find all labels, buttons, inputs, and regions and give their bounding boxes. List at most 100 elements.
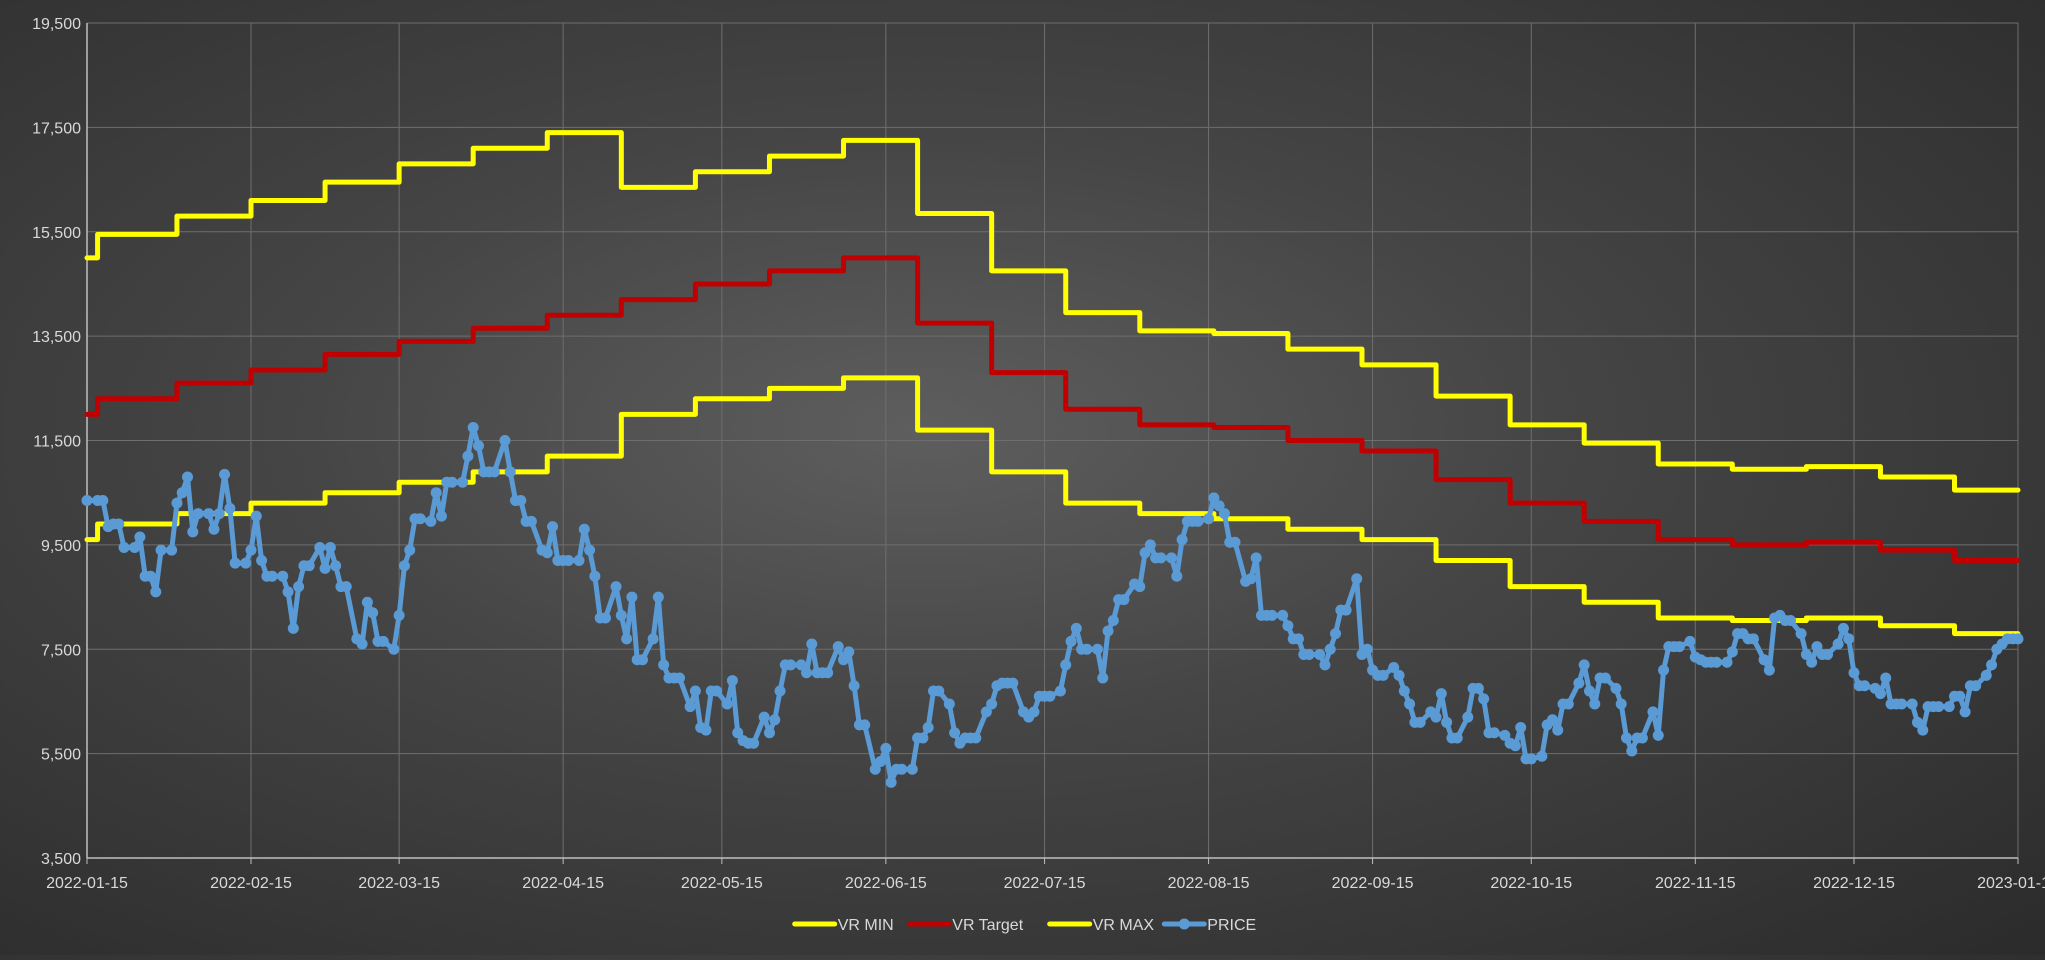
- price-point: [134, 531, 146, 543]
- price-point: [980, 706, 992, 718]
- price-point: [1303, 648, 1315, 660]
- x-tick-label: 2022-02-15: [210, 875, 292, 892]
- series-markers-price: [81, 421, 2024, 788]
- price-point: [832, 641, 844, 653]
- price-point: [1293, 633, 1305, 645]
- price-point: [848, 680, 860, 692]
- price-point: [462, 450, 474, 462]
- price-point: [277, 570, 289, 582]
- price-point: [203, 508, 215, 520]
- price-point: [1171, 570, 1183, 582]
- y-tick-label: 17,500: [32, 120, 81, 137]
- price-point: [1176, 534, 1188, 546]
- price-point: [885, 776, 897, 788]
- price-point: [774, 685, 786, 697]
- legend-item-vr-max: VR MAX: [1047, 917, 1154, 934]
- series-line-vr-target: [84, 255, 2021, 564]
- price-point: [1065, 635, 1077, 647]
- legend-item-price: PRICE: [1161, 917, 1256, 934]
- series-group: [81, 130, 2024, 788]
- price-point: [81, 495, 93, 507]
- price-point: [1911, 716, 1923, 728]
- price-point: [97, 495, 109, 507]
- price-point: [880, 742, 892, 754]
- price-point: [1218, 508, 1230, 520]
- price-point: [303, 560, 315, 572]
- price-point: [1229, 536, 1241, 548]
- price-point: [229, 557, 241, 569]
- price-point: [340, 581, 352, 593]
- price-point: [636, 654, 648, 666]
- price-point: [1615, 698, 1627, 710]
- price-point: [1621, 732, 1633, 744]
- price-point: [515, 495, 527, 507]
- legend: VR MIN VR Target VR MAX PRICE: [792, 917, 1256, 934]
- price-point: [573, 555, 585, 567]
- x-tick-label: 2022-11-15: [1655, 875, 1736, 892]
- price-point: [1472, 682, 1484, 694]
- price-point: [763, 727, 775, 739]
- price-point: [118, 541, 130, 553]
- price-point: [1091, 643, 1103, 655]
- price-point: [1610, 682, 1622, 694]
- price-point: [875, 755, 887, 767]
- price-point: [1859, 680, 1871, 692]
- gridlines: [86, 22, 2019, 859]
- price-point: [1208, 492, 1220, 504]
- price-point: [213, 508, 225, 520]
- price-point: [1573, 677, 1585, 689]
- price-point: [748, 737, 760, 749]
- price-point: [1070, 622, 1082, 634]
- price-point: [155, 544, 167, 556]
- price-point: [367, 607, 379, 619]
- price-point: [282, 586, 294, 598]
- price-point: [1785, 615, 1797, 627]
- y-tick-label: 7,500: [41, 642, 81, 659]
- price-point: [986, 698, 998, 710]
- price-point: [1107, 615, 1119, 627]
- price-point: [917, 732, 929, 744]
- price-point: [467, 421, 479, 433]
- price-point: [1499, 729, 1511, 741]
- series-line-price: [84, 424, 2021, 785]
- price-point: [1166, 552, 1178, 564]
- price-point: [943, 698, 955, 710]
- price-point: [398, 560, 410, 572]
- price-point: [822, 667, 834, 679]
- price-point: [171, 497, 183, 509]
- legend-marker: [1178, 918, 1190, 930]
- price-point: [250, 510, 262, 522]
- price-point: [425, 515, 437, 527]
- price-point: [1636, 732, 1648, 744]
- price-point: [1806, 656, 1818, 668]
- y-tick-label: 19,500: [32, 16, 81, 33]
- price-point: [219, 468, 231, 480]
- price-point: [319, 562, 331, 574]
- price-point: [1848, 667, 1860, 679]
- price-point: [1906, 698, 1918, 710]
- price-point: [1986, 659, 1998, 671]
- price-point: [785, 659, 797, 671]
- price-point: [658, 659, 670, 671]
- price-point: [896, 763, 908, 775]
- price-point: [732, 727, 744, 739]
- price-point: [1404, 698, 1416, 710]
- price-point: [430, 487, 442, 499]
- price-point: [414, 513, 426, 525]
- price-point: [843, 646, 855, 658]
- price-point: [806, 638, 818, 650]
- price-point: [377, 635, 389, 647]
- price-point: [446, 476, 458, 488]
- price-point: [1747, 633, 1759, 645]
- price-point: [1060, 659, 1072, 671]
- price-point: [726, 675, 738, 687]
- price-point: [1652, 729, 1664, 741]
- axes: 3,500 5,500 7,500 9,500 11,500 13,500 15,500 17…: [32, 16, 2045, 892]
- series-line-vr-min: [84, 375, 2021, 637]
- price-point: [1710, 656, 1722, 668]
- price-point: [1954, 690, 1966, 702]
- price-point: [187, 526, 199, 538]
- price-point: [404, 544, 416, 556]
- price-point: [547, 521, 559, 533]
